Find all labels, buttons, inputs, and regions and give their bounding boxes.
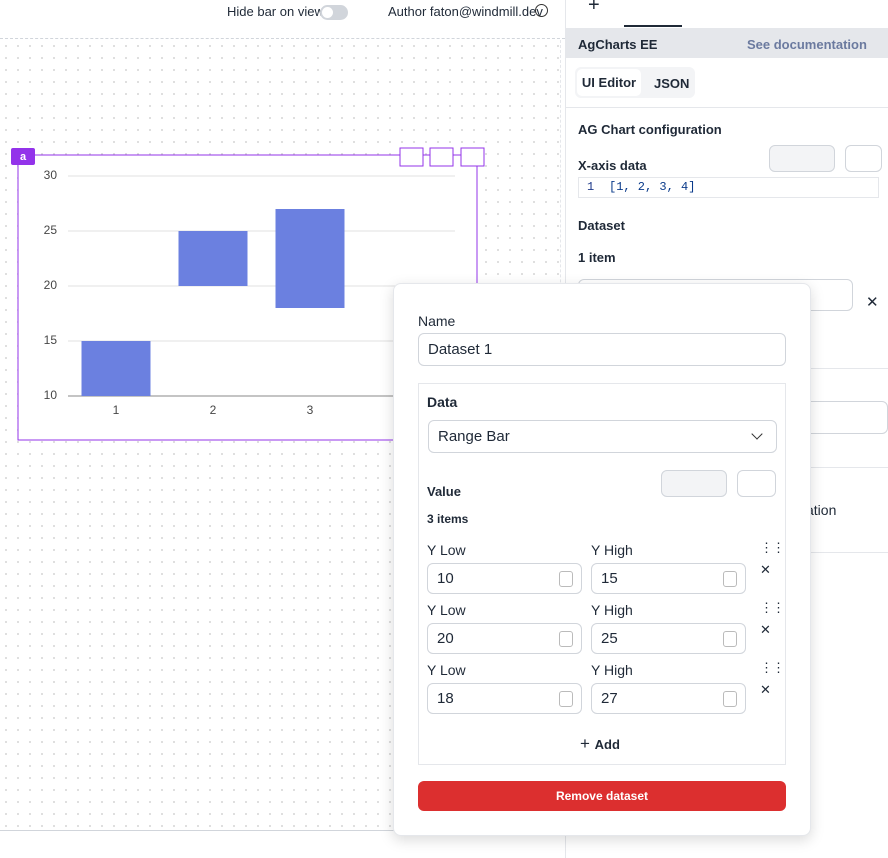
component-badge bbox=[11, 148, 35, 165]
code-editor: 1 [1, 2, 3, 4] bbox=[578, 177, 879, 198]
drag-handle[interactable]: ⋮⋮ bbox=[760, 600, 785, 615]
y-low-value: 20 bbox=[437, 630, 454, 647]
x-tick-label: 2 bbox=[210, 403, 217, 417]
truncated-text: ation bbox=[806, 502, 837, 518]
add-button[interactable]: + Add bbox=[580, 734, 620, 753]
add-label: Add bbox=[594, 737, 620, 752]
y-high-label: Y High bbox=[591, 602, 633, 618]
y-low-label: Y Low bbox=[427, 602, 466, 618]
y-high-label: Y High bbox=[591, 662, 633, 678]
y-tick-label: 10 bbox=[44, 388, 58, 402]
tab-json[interactable]: JSON bbox=[654, 76, 690, 91]
dataset-popup: Name Dataset 1 Data Range Bar Value 3 it… bbox=[393, 283, 811, 836]
drag-handle[interactable]: ⋮⋮ bbox=[760, 540, 785, 555]
y-low-value: 18 bbox=[437, 690, 454, 707]
name-input[interactable]: Dataset 1 bbox=[418, 333, 786, 366]
y-low-input[interactable]: 10 bbox=[427, 563, 582, 594]
anchor-button[interactable] bbox=[429, 147, 454, 167]
dataset-count: 1 item bbox=[578, 250, 616, 265]
spinner[interactable] bbox=[559, 691, 573, 707]
y-high-input[interactable]: 15 bbox=[591, 563, 746, 594]
author: Author faton@windmill.dev bbox=[388, 4, 543, 19]
data-label: Data bbox=[427, 394, 458, 410]
y-tick-label: 20 bbox=[44, 278, 58, 292]
remove-dataset-button[interactable]: Remove dataset bbox=[418, 781, 786, 811]
header-bar bbox=[566, 28, 888, 58]
spinner[interactable] bbox=[723, 631, 737, 647]
spinner[interactable] bbox=[559, 631, 573, 647]
range-bar bbox=[178, 231, 248, 286]
range-bar bbox=[81, 341, 151, 396]
y-tick-label: 25 bbox=[44, 223, 58, 237]
items-count: 3 items bbox=[427, 512, 469, 526]
spinner[interactable] bbox=[559, 571, 573, 587]
y-low-label: Y Low bbox=[427, 542, 466, 558]
x-tick-label: 3 bbox=[307, 403, 314, 417]
y-high-value: 25 bbox=[601, 630, 618, 647]
static-mode-button[interactable] bbox=[769, 145, 835, 172]
connect-button[interactable] bbox=[845, 145, 882, 172]
spinner[interactable] bbox=[723, 571, 737, 587]
range-bar bbox=[275, 209, 345, 308]
y-high-label: Y High bbox=[591, 542, 633, 558]
spinner[interactable] bbox=[723, 691, 737, 707]
line-number: 1 bbox=[587, 180, 595, 194]
type-select[interactable]: Range Bar bbox=[428, 420, 777, 453]
y-low-input[interactable]: 20 bbox=[427, 623, 582, 654]
y-low-value: 10 bbox=[437, 570, 454, 587]
y-high-input[interactable]: 25 bbox=[591, 623, 746, 654]
panel-title: AgCharts EE bbox=[578, 37, 658, 52]
active-tab-underline bbox=[624, 25, 682, 27]
delete-row[interactable]: ✕ bbox=[760, 562, 771, 577]
delete-row[interactable]: ✕ bbox=[760, 622, 771, 637]
y-low-input[interactable]: 18 bbox=[427, 683, 582, 714]
data-box bbox=[418, 383, 786, 765]
component-id: a bbox=[20, 151, 27, 163]
x-tick-label: 1 bbox=[113, 403, 120, 417]
x-axis-label: X-axis data bbox=[578, 158, 647, 173]
connect-button[interactable] bbox=[737, 470, 776, 497]
info-icon[interactable] bbox=[535, 4, 548, 17]
top-bar bbox=[0, 0, 565, 39]
name-label: Name bbox=[418, 313, 456, 329]
y-high-input[interactable]: 27 bbox=[591, 683, 746, 714]
tab-ui-editor[interactable]: UI Editor bbox=[577, 69, 641, 96]
toggle[interactable] bbox=[320, 5, 348, 20]
dataset-delete[interactable]: ✕ bbox=[866, 294, 879, 311]
move-button[interactable] bbox=[460, 147, 485, 167]
x-axis-code: [1, 2, 3, 4] bbox=[609, 180, 696, 194]
value-label: Value bbox=[427, 484, 461, 499]
hide-bar-label: Hide bar on view bbox=[227, 4, 324, 19]
y-high-value: 27 bbox=[601, 690, 618, 707]
expand-button[interactable] bbox=[399, 147, 424, 167]
static-mode-button[interactable] bbox=[661, 470, 727, 497]
dataset-label: Dataset bbox=[578, 218, 625, 233]
y-low-label: Y Low bbox=[427, 662, 466, 678]
doc-link[interactable]: See documentation bbox=[747, 37, 867, 52]
delete-row[interactable]: ✕ bbox=[760, 682, 771, 697]
y-tick-label: 15 bbox=[44, 333, 58, 347]
config-title: AG Chart configuration bbox=[578, 122, 722, 137]
y-high-value: 15 bbox=[601, 570, 618, 587]
divider bbox=[566, 107, 888, 108]
drag-handle[interactable]: ⋮⋮ bbox=[760, 660, 785, 675]
add-tab[interactable]: + bbox=[588, 0, 600, 16]
y-tick-label: 30 bbox=[44, 168, 58, 182]
